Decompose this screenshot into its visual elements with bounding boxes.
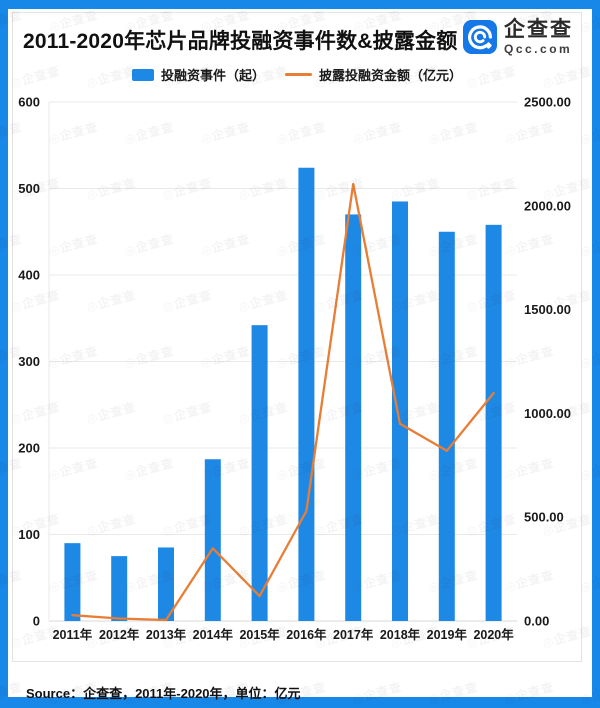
right-axis-tick: 2000.00 <box>524 198 571 213</box>
bar-2015年 <box>251 325 268 621</box>
qcc-logo-name: 企查查 <box>504 18 573 41</box>
legend-item-line: 披露投融资金额（亿元） <box>285 65 462 84</box>
right-axis-tick: 0.00 <box>524 614 549 629</box>
x-axis-label: 2018年 <box>380 627 421 642</box>
bar-2012年 <box>111 556 128 621</box>
x-axis-label: 2017年 <box>333 627 374 642</box>
x-axis-label: 2020年 <box>473 627 514 642</box>
x-axis-label: 2015年 <box>239 627 280 642</box>
bar-2020年 <box>485 224 502 621</box>
left-axis-tick: 400 <box>18 268 40 283</box>
left-axis-tick: 600 <box>18 95 40 110</box>
page-title: 2011-2020年芯片品牌投融资事件数&披露金额 <box>23 30 458 53</box>
line-series-swatch <box>285 73 312 76</box>
right-axis-tick: 500.00 <box>524 510 564 525</box>
x-axis-label: 2019年 <box>427 627 468 642</box>
chart-canvas: 600 500 400 300 200 100 0 2500.00 2000.00 1500.00… <box>18 95 571 643</box>
qcc-logo-domain: Qcc.com <box>504 42 573 57</box>
bar-2013年 <box>158 547 174 621</box>
bar-series-label: 投融资事件（起） <box>160 68 265 83</box>
right-axis-tick: 1500.00 <box>524 302 571 317</box>
left-axis-tick: 0 <box>33 614 40 629</box>
bar-2016年 <box>298 167 315 622</box>
right-axis-tick: 1000.00 <box>524 406 571 421</box>
left-axis-tick: 300 <box>18 354 40 369</box>
x-axis-label: 2014年 <box>193 627 234 642</box>
qcc-logo: 企查查 Qcc.com <box>463 18 573 57</box>
left-axis-tick: 500 <box>18 181 40 196</box>
left-axis-tick: 200 <box>18 441 40 456</box>
bar-2019年 <box>438 231 455 621</box>
x-axis-label: 2016年 <box>286 627 327 642</box>
page-background: 2011-2020年芯片品牌投融资事件数&披露金额 企查查 Qcc.com 投融… <box>8 9 592 701</box>
x-axis-label: 2013年 <box>146 627 187 642</box>
x-axis-label: 2012年 <box>99 627 140 642</box>
qcc-logo-icon <box>463 20 497 55</box>
line-series-path <box>71 182 495 622</box>
chart-card: 2011-2020年芯片品牌投融资事件数&披露金额 企查查 Qcc.com 投融… <box>12 12 582 662</box>
bar-2018年 <box>392 201 408 621</box>
bar-series-swatch <box>131 68 154 81</box>
x-axis-label: 2011年 <box>53 627 93 642</box>
left-axis-tick: 100 <box>18 527 40 542</box>
bar-2014年 <box>204 459 221 621</box>
line-series-label: 披露投融资金额（亿元） <box>319 68 463 83</box>
legend-item-bars: 投融资事件（起） <box>131 65 265 84</box>
bar-2017年 <box>345 214 362 621</box>
qcc-logo-text: 企查查 Qcc.com <box>504 18 573 57</box>
bar-2011年 <box>64 543 81 621</box>
right-axis-tick: 2500.00 <box>524 95 571 110</box>
chart-legend: 投融资事件（起） 披露投融资金额（亿元） <box>13 65 581 84</box>
source-note: Source：企查查，2011年-2020年，单位：亿元 <box>26 686 301 701</box>
